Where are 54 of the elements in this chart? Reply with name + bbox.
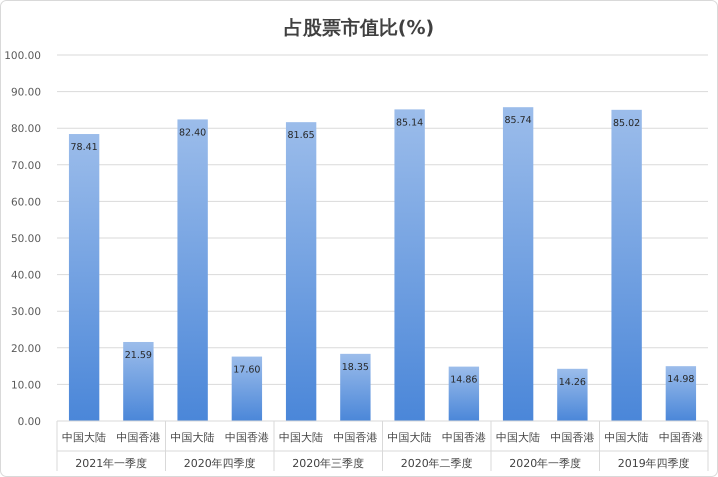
- bar: [611, 110, 642, 421]
- x-tick-label: 中国大陆: [170, 431, 215, 444]
- data-label: 14.86: [450, 374, 478, 386]
- y-tick-label: 80.00: [10, 123, 41, 136]
- x-tick-label: 中国大陆: [496, 431, 540, 444]
- bar: [340, 354, 371, 421]
- bar: [177, 119, 208, 421]
- x-tick-label: 中国大陆: [604, 431, 649, 444]
- x-tick-label: 中国香港: [224, 431, 269, 444]
- y-tick-label: 40.00: [10, 270, 41, 282]
- data-label: 17.60: [233, 364, 260, 376]
- bar: [448, 366, 480, 421]
- bar: [394, 109, 425, 421]
- bar: [666, 366, 696, 421]
- text: 2020年一季度: [509, 457, 582, 470]
- bar: [502, 107, 534, 421]
- x-tick-label: 中国大陆: [279, 431, 324, 444]
- data-label: 85.14: [396, 117, 424, 128]
- y-tick-label: 50.00: [10, 233, 41, 245]
- text: 2020年三季度: [292, 457, 364, 470]
- data-label: 21.59: [124, 350, 152, 361]
- text: 2020年四季度: [184, 457, 256, 470]
- text: 2019年四季度: [618, 457, 690, 470]
- x-tick-label: 中国香港: [333, 431, 378, 444]
- bar: [68, 134, 100, 421]
- data-label: 78.41: [70, 142, 98, 154]
- y-tick-label: 70.00: [10, 160, 41, 172]
- x-tick-label: 中国香港: [442, 431, 486, 444]
- y-tick-label: 90.00: [10, 86, 41, 99]
- x-tick-label: 中国大陆: [388, 431, 432, 444]
- y-tick-label: 60.00: [10, 196, 41, 208]
- data-label: 14.98: [667, 374, 694, 386]
- data-label: 18.35: [342, 362, 369, 373]
- text: 2020年二季度: [400, 457, 473, 470]
- x-tick-label: 中国香港: [658, 431, 703, 444]
- bar: [286, 122, 316, 421]
- data-label: 85.74: [504, 115, 532, 126]
- x-tick-label: 中国香港: [116, 431, 160, 444]
- data-label: 14.26: [558, 376, 586, 388]
- data-label: 82.40: [179, 127, 206, 138]
- data-label: 81.65: [288, 130, 315, 142]
- y-tick-label: 20.00: [10, 342, 41, 355]
- y-tick-label: 30.00: [10, 306, 41, 318]
- bar: [123, 342, 154, 421]
- y-tick-label: 10.00: [10, 379, 41, 392]
- y-tick-label: 100.00: [4, 50, 41, 62]
- bar: [232, 356, 262, 421]
- data-label: 85.02: [613, 118, 640, 129]
- x-tick-label: 中国大陆: [62, 431, 106, 444]
- x-tick-label: 中国香港: [550, 431, 594, 444]
- y-tick-label: 0.00: [18, 416, 41, 428]
- chart-title: 占股票市值比(%): [284, 17, 434, 39]
- text: 2021年一季度: [75, 457, 148, 470]
- bar: [557, 368, 588, 421]
